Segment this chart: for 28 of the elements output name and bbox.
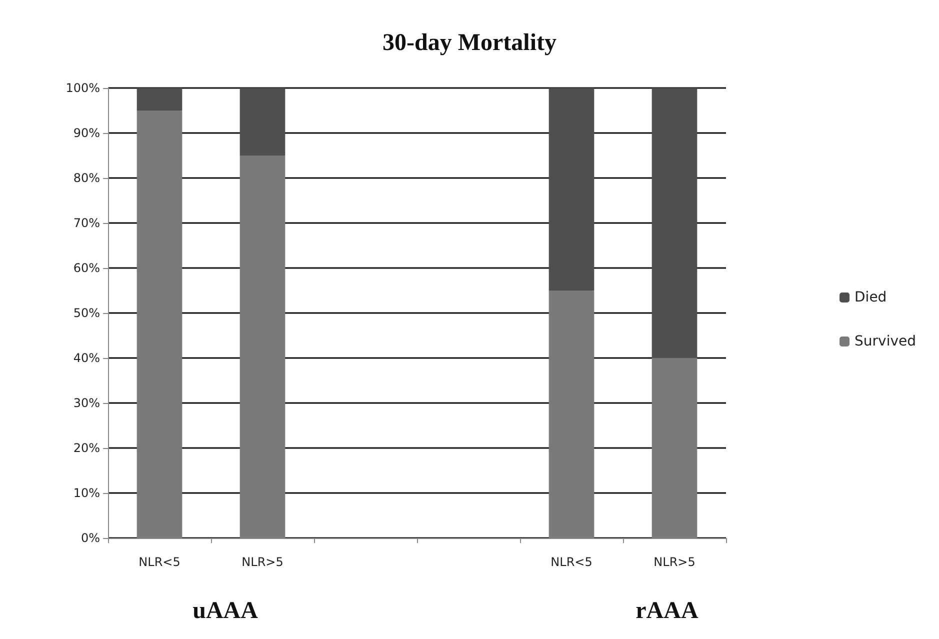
y-tick-label: 40% [73,351,100,365]
text: rAAA [636,598,699,624]
bar [136,110,182,538]
x-tick-label: NLR>5 [654,555,696,569]
y-tick-label: 60% [73,261,100,275]
x-tick-label: NLR<5 [550,555,592,569]
y-tick-label: 30% [73,396,100,410]
bar [652,358,698,538]
x-tick-label: NLR>5 [242,555,284,569]
bar [136,88,182,110]
bar [240,156,286,538]
x-tick-label: NLR<5 [138,555,180,569]
bar [240,88,286,156]
text: uAAA [192,598,259,624]
y-tick-label: 100% [66,81,100,95]
bar [652,88,698,358]
bar [548,88,594,290]
y-tick-label: 50% [73,306,100,320]
y-tick-label: 90% [73,126,100,140]
legend-label: Survived [854,334,916,350]
y-tick-label: 10% [73,486,100,500]
legend-label: Died [854,290,887,306]
bar [548,290,594,538]
y-tick-label: 0% [80,531,100,545]
y-tick-label: 70% [73,216,100,230]
y-tick-label: 80% [73,171,100,185]
y-tick-label: 20% [73,441,100,455]
chart-title: 30-day Mortality [382,30,556,56]
